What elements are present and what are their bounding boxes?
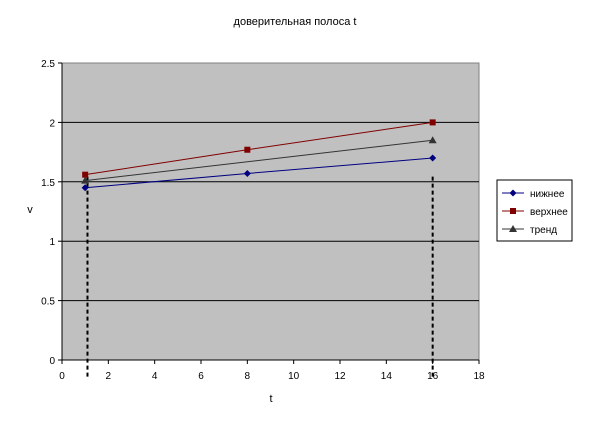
- legend-marker: [509, 225, 517, 232]
- grid-lines: [62, 121, 479, 302]
- legend-marker: [509, 189, 517, 197]
- x-tick-label: 8: [245, 371, 251, 382]
- legend-label: нижнее: [530, 189, 565, 200]
- y-tick-label: 2: [49, 118, 55, 129]
- data-point: [429, 119, 436, 126]
- x-tick-label: 4: [152, 371, 158, 382]
- x-tick-label: 0: [59, 371, 65, 382]
- x-tick-label: 18: [473, 371, 485, 382]
- x-axis-label: t: [269, 393, 272, 405]
- legend-label: верхнее: [530, 207, 568, 218]
- y-tick-label: 0: [49, 356, 55, 367]
- x-tick-label: 10: [288, 371, 300, 382]
- legend-label: тренд: [530, 225, 557, 236]
- data-point: [429, 154, 437, 162]
- series-line: [85, 139, 433, 182]
- y-axis-label: v: [27, 204, 33, 216]
- series-lines: [81, 119, 437, 192]
- data-point: [82, 171, 89, 178]
- data-point: [428, 136, 437, 144]
- y-tick-label: 1: [49, 237, 55, 248]
- x-tick-label: 16: [427, 371, 439, 382]
- x-tick-label: 14: [381, 371, 393, 382]
- legend-marker: [510, 208, 516, 214]
- legend: нижнее верхнее тренд: [496, 179, 573, 242]
- dashed-lines: [86, 176, 434, 378]
- x-tick-label: 6: [198, 371, 204, 382]
- y-tick-label: 0.5: [41, 297, 55, 308]
- plot-area: [61, 62, 480, 361]
- data-point: [244, 146, 251, 153]
- y-tick-label: 1.5: [41, 178, 55, 189]
- x-tick-label: 12: [334, 371, 346, 382]
- axes: 0 0.5 1 1.5 2 2.5 0 2 4 6 8 10 12 14 16 18: [41, 59, 485, 382]
- chart-title: доверительная полоса t: [234, 16, 357, 28]
- data-point: [81, 184, 89, 192]
- x-tick-label: 2: [106, 371, 112, 382]
- data-point: [81, 176, 90, 184]
- y-tick-label: 2.5: [41, 59, 55, 70]
- data-point: [243, 169, 251, 177]
